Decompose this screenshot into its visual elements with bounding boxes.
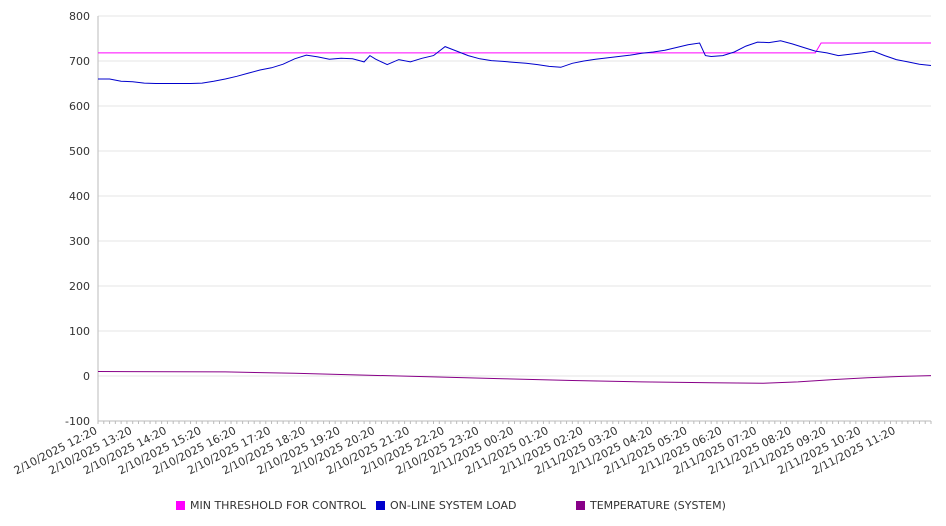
y-tick-label: 300 [69, 235, 90, 248]
series-line-2 [98, 40, 932, 84]
y-tick-label: 0 [83, 370, 90, 383]
legend-label: MIN THRESHOLD FOR CONTROL [190, 499, 367, 512]
y-tick-label: 200 [69, 280, 90, 293]
legend-swatch [376, 501, 385, 510]
legend-label: ON-LINE SYSTEM LOAD [390, 499, 516, 512]
y-tick-label: 500 [69, 145, 90, 158]
legend-swatch [576, 501, 585, 510]
legend: MIN THRESHOLD FOR CONTROL ON-LINE SYSTEM … [176, 499, 726, 512]
y-tick-label: 600 [69, 100, 90, 113]
series-layer [97, 40, 932, 384]
y-tick-label: 800 [69, 10, 90, 23]
legend-swatch [176, 501, 185, 510]
grid [98, 15, 931, 422]
series-line-3 [97, 371, 932, 384]
y-tick-label: -100 [65, 415, 90, 428]
y-tick-label: 100 [69, 325, 90, 338]
y-tick-label: 700 [69, 55, 90, 68]
y-tick-label: 400 [69, 190, 90, 203]
legend-label: TEMPERATURE (SYSTEM) [589, 499, 726, 512]
series-line-1 [98, 42, 931, 54]
